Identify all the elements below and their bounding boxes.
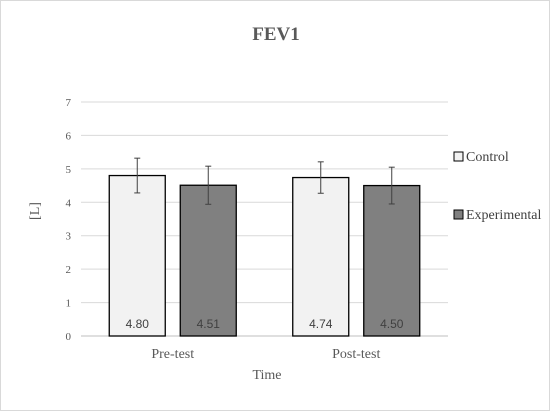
bar	[179, 184, 237, 337]
y-tick-label: 6	[66, 130, 72, 142]
bar	[363, 184, 421, 337]
x-tick-label: Post-test	[332, 347, 380, 362]
y-tick-label: 7	[66, 97, 72, 109]
chart-title: FEV1	[252, 24, 300, 45]
legend-label: Control	[466, 150, 509, 165]
x-axis-categories: Pre-test Post-test	[151, 347, 380, 362]
y-tick-label: 1	[66, 298, 72, 310]
y-tick-label: 0	[66, 331, 72, 343]
bars: 4.80 4.51 4.74 4.50	[108, 157, 421, 337]
data-label: 4.80	[126, 317, 150, 331]
legend-swatch	[453, 151, 464, 162]
data-label: 4.74	[309, 317, 333, 331]
bar	[292, 176, 350, 337]
legend-swatch	[453, 209, 464, 220]
legend-label: Experimental	[466, 208, 542, 223]
x-tick-label: Pre-test	[151, 347, 194, 362]
y-tick-label: 5	[66, 164, 72, 176]
bar	[108, 174, 166, 337]
y-tick-label: 2	[66, 264, 72, 276]
data-label: 4.50	[380, 317, 404, 331]
data-label: 4.51	[197, 317, 221, 331]
y-tick-label: 4	[66, 197, 72, 209]
x-axis-label: Time	[252, 368, 281, 383]
y-axis-label: [L]	[28, 202, 43, 220]
legend: Control Experimental	[453, 150, 542, 223]
y-tick-label: 3	[66, 231, 72, 243]
y-axis-ticks: 0 1 2 3 4 5 6 7	[66, 97, 72, 343]
